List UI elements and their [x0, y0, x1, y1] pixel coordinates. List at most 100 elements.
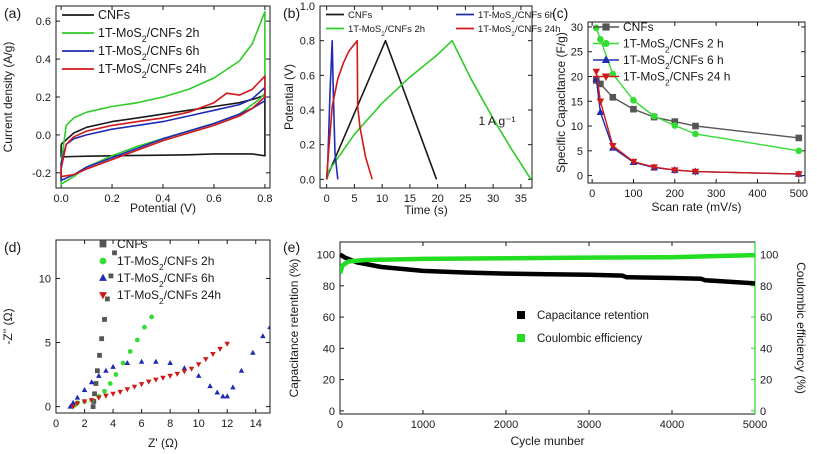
x-axis-label: Z' (Ω)	[148, 436, 178, 450]
x-tick-label: 400	[748, 188, 766, 200]
data-point	[127, 349, 133, 354]
data-point	[692, 130, 699, 138]
x-tick-label: 1000	[411, 419, 435, 431]
data-point	[630, 96, 637, 104]
data-point	[210, 352, 216, 358]
series-line-a-3	[60, 75, 266, 178]
x-tick-label: 6	[139, 418, 145, 430]
x-tick-label: 0	[337, 419, 343, 431]
data-point	[224, 341, 230, 347]
data-point	[195, 362, 202, 368]
data-point	[103, 393, 109, 399]
data-point	[207, 383, 213, 389]
y-tick-label: 0	[577, 171, 583, 183]
data-point	[88, 379, 95, 385]
data-point	[795, 147, 803, 155]
x-tick-label: 500	[790, 188, 808, 200]
data-point	[596, 108, 605, 115]
legend-label: 1T-MoS2/CNFs 2h	[98, 26, 199, 44]
data-point	[74, 394, 81, 400]
legend-marker	[99, 257, 107, 265]
y-tick-label: 0.2	[36, 92, 51, 104]
x-tick-label: 15	[404, 193, 416, 205]
data-point	[153, 377, 159, 383]
panel-d: (d) 0 2 4 6 8 10 12 14 0 5 10 Z' (Ω) -Z'' (Ω) CNFs 1T-M…	[1, 237, 271, 450]
series-line-b-1	[325, 39, 532, 180]
data-point	[181, 365, 188, 371]
x-tick-label: 10	[376, 193, 388, 205]
data-point	[70, 399, 76, 405]
data-point	[214, 389, 220, 395]
y-tick-label: 0	[45, 402, 51, 414]
y-tick-label: 0.0	[300, 174, 315, 186]
plot-area	[325, 39, 532, 180]
x-axis-label: Potential (V)	[130, 201, 196, 215]
panel-label: (c)	[552, 5, 568, 21]
data-point	[96, 372, 102, 378]
y-tick-label: 0.6	[36, 16, 51, 28]
y2-tick-label: 40	[760, 343, 772, 355]
plot-frame	[319, 5, 533, 189]
legend-marker	[99, 292, 107, 300]
data-point	[592, 24, 600, 32]
y2-tick-label: 60	[760, 312, 772, 324]
data-point	[220, 393, 226, 399]
data-point	[153, 358, 159, 364]
legend-label: CNFs	[98, 8, 130, 22]
data-point	[110, 363, 116, 369]
y2-tick-label: 0	[760, 406, 766, 418]
data-point	[104, 296, 110, 302]
data-point	[230, 384, 236, 390]
data-point	[630, 105, 637, 113]
y2-tick-label: 80	[760, 281, 772, 293]
data-point	[238, 367, 245, 373]
data-point	[124, 360, 131, 366]
data-point	[260, 333, 266, 339]
data-point	[691, 168, 700, 176]
y-tick-label: 0.2	[300, 140, 315, 152]
data-point	[88, 398, 95, 404]
legend-label: 1T-MoS2/CNFs 2 h	[623, 37, 724, 55]
legend-label: CNFs	[348, 10, 373, 21]
y-tick-label: 60	[323, 312, 335, 324]
y2-axis-label: Coulombic efficiency (%)	[794, 262, 808, 394]
y-tick-label: 1.0	[300, 1, 315, 13]
legend-label: 1T-MoS2/CNFs 24h	[98, 62, 206, 80]
panel-label: (d)	[4, 239, 21, 255]
x-tick-label: 5	[351, 193, 357, 205]
data-point	[108, 273, 114, 279]
data-point	[92, 391, 97, 397]
legend-label: 1T-MoS2/CNFs 6h	[98, 44, 199, 62]
data-point	[609, 93, 617, 101]
y-tick-label: -0.2	[32, 168, 51, 180]
legend-label: 1T-MoS2/CNFs 2h	[117, 254, 214, 272]
data-point	[650, 112, 658, 120]
x-tick-label: 20	[432, 193, 444, 205]
y-tick-label: 15	[571, 96, 583, 108]
legend-marker	[517, 311, 525, 319]
x-axis-label: Cycle munber	[510, 434, 584, 448]
panel-label: (b)	[283, 5, 300, 21]
series-line-c-1	[595, 27, 799, 152]
data-point	[174, 371, 181, 377]
legend-marker	[517, 334, 525, 342]
data-point	[138, 358, 145, 364]
legend: Capacitance retention Coulombic efficienc…	[517, 310, 649, 345]
y-tick-label: 0.0	[36, 130, 51, 142]
y-tick-label: 30	[571, 22, 583, 34]
data-point	[671, 122, 679, 129]
data-point	[149, 314, 154, 320]
x-tick-label: 3000	[577, 419, 601, 431]
data-point	[81, 399, 88, 405]
y-tick-label: 20	[571, 71, 583, 83]
data-point	[629, 158, 638, 166]
x-axis-label: Scan rate (mV/s)	[651, 200, 741, 214]
legend-label: 1T-MoS2/CNFs 6h	[117, 271, 214, 289]
y-tick-label: 0.4	[36, 54, 51, 66]
panel-label: (e)	[283, 239, 300, 255]
data-point	[160, 375, 166, 381]
legend-marker	[602, 23, 610, 31]
y-tick-label: 0	[329, 406, 335, 418]
